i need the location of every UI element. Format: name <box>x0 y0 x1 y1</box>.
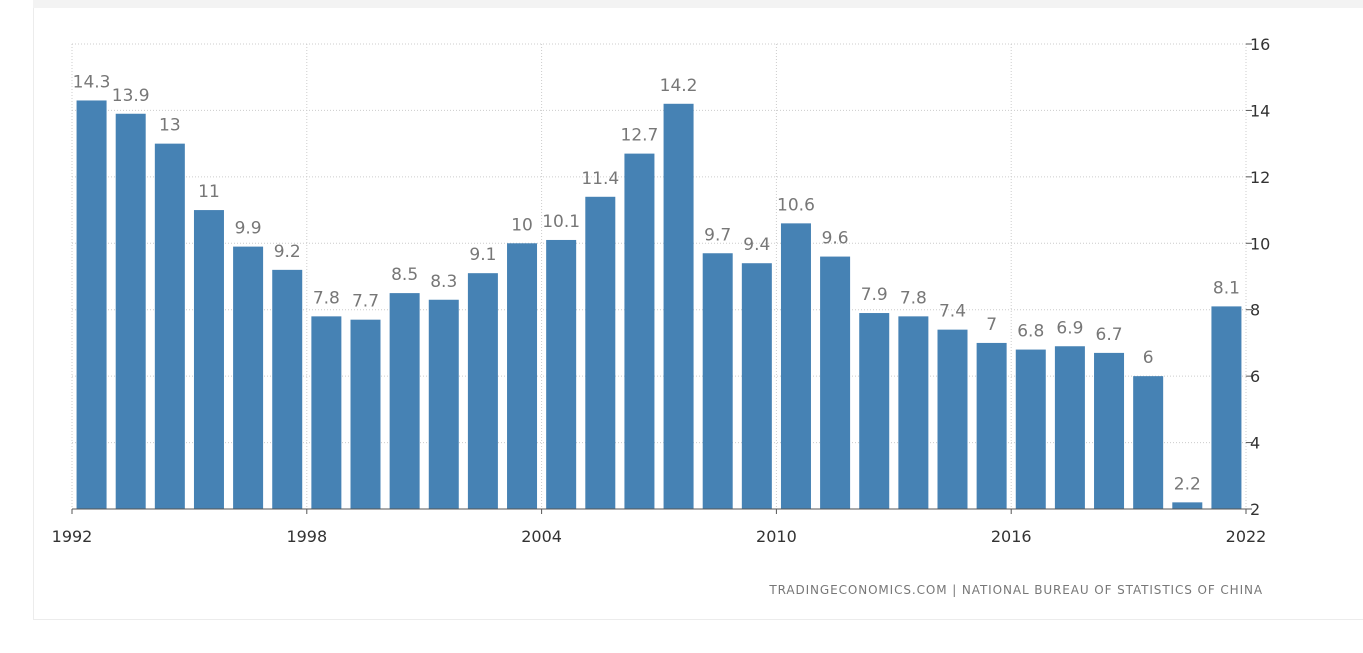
data-label: 2.2 <box>1174 474 1201 494</box>
bar <box>311 316 342 509</box>
bar <box>1054 346 1085 509</box>
bar <box>859 313 890 509</box>
data-label: 11.4 <box>581 169 619 189</box>
data-label: 6.8 <box>1017 322 1044 342</box>
bar <box>898 316 929 509</box>
axes: 2 4 6 8 10 12 14 16 1992 1998 2004 2010 2016 2022 <box>52 35 1271 546</box>
data-label: 7.8 <box>313 288 340 308</box>
data-label: 9.2 <box>274 242 301 262</box>
bar <box>115 113 146 509</box>
x-tick-label: 2022 <box>1226 527 1267 546</box>
data-label: 9.6 <box>822 229 849 249</box>
data-label: 7.7 <box>352 292 379 312</box>
y-tick-label: 8 <box>1250 301 1260 320</box>
bar <box>467 273 498 509</box>
bar <box>76 100 107 509</box>
data-label: 13.9 <box>112 86 150 106</box>
data-label: 8.1 <box>1213 278 1240 298</box>
bar <box>350 319 381 509</box>
bar <box>1015 349 1046 509</box>
data-label: 9.4 <box>743 235 770 255</box>
data-labels: 14.313.9 13 11 9.9 9.2 7.8 7.7 8.5 8.3 9.1 10 10.1 1… <box>73 72 1240 494</box>
bar <box>663 103 694 510</box>
data-label: 7 <box>986 315 997 335</box>
data-label: 14.2 <box>660 76 698 96</box>
bar <box>546 239 577 509</box>
data-label: 6.7 <box>1096 325 1123 345</box>
x-tick-label: 1998 <box>286 527 327 546</box>
bar <box>1094 352 1125 509</box>
bar <box>233 246 264 509</box>
bar <box>1211 306 1242 509</box>
y-tick-label: 10 <box>1250 234 1270 253</box>
data-label: 11 <box>198 182 220 202</box>
data-label: 10.6 <box>777 195 815 215</box>
data-label: 8.5 <box>391 265 418 285</box>
bar <box>976 342 1007 509</box>
y-tick-label: 16 <box>1250 35 1270 54</box>
x-tick-label: 2010 <box>756 527 797 546</box>
data-label: 12.7 <box>621 126 659 146</box>
y-tick-label: 4 <box>1250 434 1260 453</box>
data-label: 9.1 <box>469 245 496 265</box>
y-tick-label: 6 <box>1250 367 1260 386</box>
bar <box>428 299 459 509</box>
bar <box>820 256 851 509</box>
data-label: 7.8 <box>900 288 927 308</box>
y-tick-label: 12 <box>1250 168 1270 187</box>
source-attribution: TRADINGECONOMICS.COM | NATIONAL BUREAU O… <box>769 583 1263 597</box>
bar <box>624 153 655 509</box>
y-tick-label: 14 <box>1250 101 1270 120</box>
data-label: 7.9 <box>861 285 888 305</box>
bar <box>389 293 420 509</box>
bar <box>1133 376 1164 509</box>
data-label: 6.9 <box>1056 318 1083 338</box>
bars <box>76 100 1242 510</box>
bar <box>585 196 616 510</box>
data-label: 6 <box>1143 348 1154 368</box>
bar <box>193 210 224 510</box>
bar <box>1172 502 1203 509</box>
data-label: 10 <box>511 215 533 235</box>
bar <box>702 253 733 509</box>
x-tick-label: 2004 <box>521 527 562 546</box>
data-label: 9.7 <box>704 225 731 245</box>
bar <box>937 329 968 509</box>
y-tick-label: 2 <box>1250 500 1260 519</box>
data-label: 7.4 <box>939 302 966 322</box>
bar <box>272 269 303 509</box>
bar <box>507 243 538 510</box>
data-label: 9.9 <box>235 219 262 239</box>
data-label: 10.1 <box>542 212 580 232</box>
data-label: 8.3 <box>430 272 457 292</box>
x-tick-label: 2016 <box>991 527 1032 546</box>
x-tick-label: 1992 <box>52 527 93 546</box>
data-label: 13 <box>159 116 181 136</box>
data-label: 14.3 <box>73 72 111 92</box>
bar <box>154 143 185 509</box>
bar <box>741 263 772 509</box>
bar <box>780 223 811 509</box>
